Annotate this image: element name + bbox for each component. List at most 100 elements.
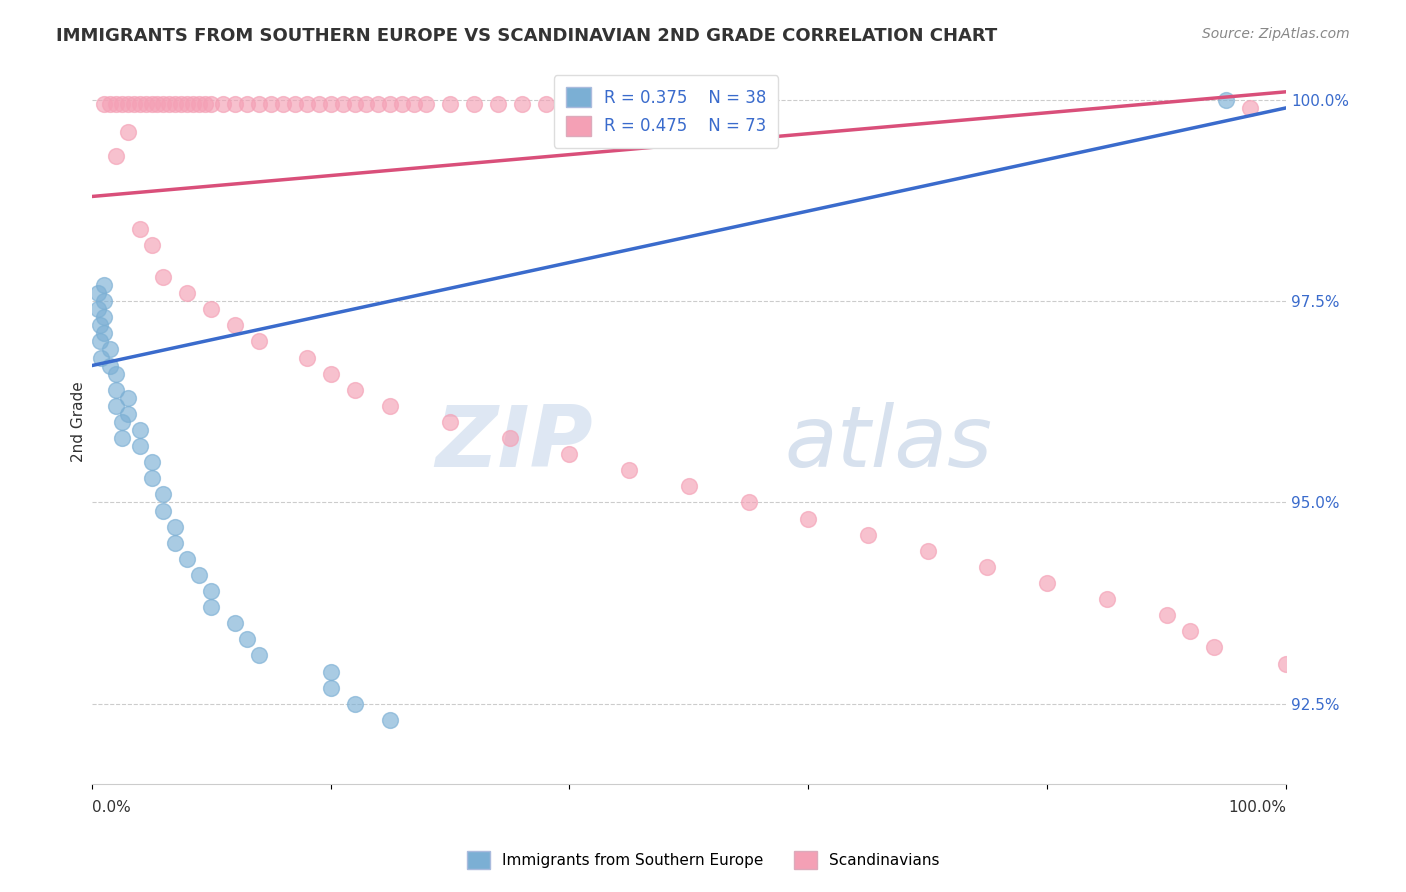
Point — [510, 96, 533, 111]
Point — [141, 471, 163, 485]
Point — [128, 439, 150, 453]
Point — [1204, 640, 1226, 655]
Point — [1095, 592, 1118, 607]
Point — [856, 527, 879, 541]
Text: 100.0%: 100.0% — [1227, 800, 1286, 815]
Point — [271, 96, 294, 111]
Point — [558, 447, 581, 461]
Point — [104, 399, 127, 413]
Point — [224, 318, 246, 333]
Point — [200, 600, 222, 615]
Point — [380, 399, 402, 413]
Point — [295, 351, 318, 365]
Point — [117, 407, 139, 421]
Point — [332, 96, 354, 111]
Point — [89, 318, 111, 333]
Point — [87, 302, 110, 317]
Point — [356, 96, 378, 111]
Point — [117, 391, 139, 405]
Point — [122, 96, 145, 111]
Point — [152, 270, 174, 285]
Point — [380, 96, 402, 111]
Point — [247, 648, 270, 663]
Point — [260, 96, 283, 111]
Point — [152, 487, 174, 501]
Point — [1215, 93, 1237, 107]
Point — [157, 96, 180, 111]
Point — [111, 96, 134, 111]
Point — [141, 96, 163, 111]
Point — [117, 125, 139, 139]
Point — [98, 96, 121, 111]
Point — [128, 96, 150, 111]
Point — [135, 96, 157, 111]
Point — [104, 383, 127, 397]
Text: IMMIGRANTS FROM SOUTHERN EUROPE VS SCANDINAVIAN 2ND GRADE CORRELATION CHART: IMMIGRANTS FROM SOUTHERN EUROPE VS SCAND… — [56, 27, 997, 45]
Point — [439, 96, 461, 111]
Text: 0.0%: 0.0% — [91, 800, 131, 815]
Point — [1156, 608, 1178, 623]
Point — [284, 96, 307, 111]
Point — [93, 278, 115, 293]
Point — [181, 96, 204, 111]
Point — [141, 455, 163, 469]
Point — [165, 519, 187, 533]
Point — [89, 334, 111, 349]
Point — [104, 96, 127, 111]
Point — [200, 96, 222, 111]
Point — [380, 713, 402, 727]
Point — [224, 616, 246, 631]
Point — [200, 302, 222, 317]
Text: atlas: atlas — [785, 402, 993, 485]
Point — [343, 383, 366, 397]
Point — [93, 310, 115, 325]
Point — [678, 479, 700, 493]
Text: ZIP: ZIP — [436, 402, 593, 485]
Point — [93, 96, 115, 111]
Text: Source: ZipAtlas.com: Source: ZipAtlas.com — [1202, 27, 1350, 41]
Point — [104, 149, 127, 163]
Point — [176, 286, 198, 301]
Legend: R = 0.375    N = 38, R = 0.475    N = 73: R = 0.375 N = 38, R = 0.475 N = 73 — [554, 75, 778, 147]
Point — [93, 326, 115, 341]
Point — [194, 96, 217, 111]
Point — [141, 237, 163, 252]
Point — [976, 560, 998, 574]
Point — [1239, 101, 1261, 115]
Point — [90, 351, 112, 365]
Point — [247, 96, 270, 111]
Point — [617, 463, 640, 477]
Point — [737, 495, 759, 509]
Point — [1275, 657, 1298, 671]
Point — [343, 96, 366, 111]
Point — [188, 96, 211, 111]
Point — [415, 96, 437, 111]
Legend: Immigrants from Southern Europe, Scandinavians: Immigrants from Southern Europe, Scandin… — [461, 845, 945, 875]
Point — [200, 584, 222, 599]
Point — [319, 665, 342, 679]
Point — [170, 96, 193, 111]
Point — [319, 96, 342, 111]
Point — [319, 367, 342, 381]
Point — [128, 423, 150, 437]
Point — [1036, 576, 1059, 591]
Y-axis label: 2nd Grade: 2nd Grade — [72, 382, 86, 462]
Point — [165, 96, 187, 111]
Point — [128, 221, 150, 235]
Point — [87, 286, 110, 301]
Point — [176, 551, 198, 566]
Point — [152, 503, 174, 517]
Point — [98, 343, 121, 357]
Point — [534, 96, 557, 111]
Point — [111, 431, 134, 445]
Point — [797, 511, 820, 525]
Point — [176, 96, 198, 111]
Point — [391, 96, 413, 111]
Point — [319, 681, 342, 695]
Point — [499, 431, 522, 445]
Point — [188, 568, 211, 582]
Point — [117, 96, 139, 111]
Point — [236, 96, 259, 111]
Point — [295, 96, 318, 111]
Point — [152, 96, 174, 111]
